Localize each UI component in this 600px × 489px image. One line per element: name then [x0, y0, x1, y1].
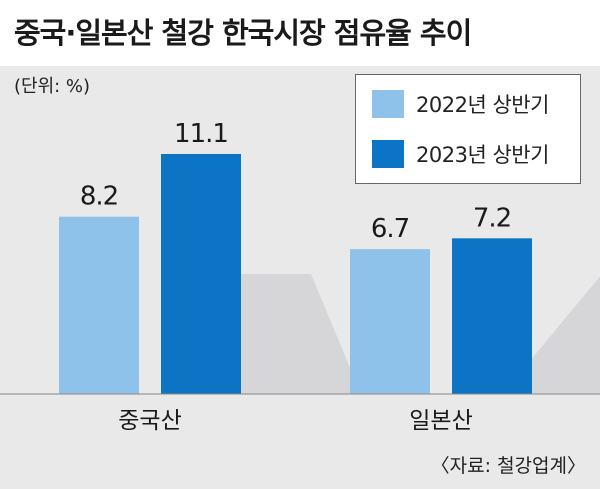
source-note: 〈자료: 철강업계〉: [430, 455, 586, 477]
category-label-1: 일본산: [409, 408, 472, 434]
bar-1-1: [452, 238, 532, 394]
data-label-0-1: 6.7: [371, 214, 409, 244]
bar-0-0: [59, 216, 139, 394]
bar-1-0: [161, 154, 241, 394]
bar-shadow-1: [532, 276, 600, 394]
bar-shadow-0: [241, 274, 361, 394]
legend-label-2023: 2023년 상반기: [416, 143, 549, 167]
data-label-1-0: 11.1: [174, 119, 228, 149]
legend-swatch-2022: [372, 90, 404, 118]
data-label-1-1: 7.2: [473, 203, 511, 233]
legend-item-2022: 2022년 상반기: [372, 89, 549, 119]
unit-label: (단위: %): [14, 76, 91, 97]
legend: 2022년 상반기 2023년 상반기: [355, 74, 581, 184]
legend-label-2022: 2022년 상반기: [416, 93, 549, 117]
category-label-0: 중국산: [118, 408, 181, 434]
chart-title: 중국·일본산 철강 한국시장 점유율 추이: [14, 16, 472, 50]
legend-item-2023: 2023년 상반기: [372, 139, 549, 169]
legend-swatch-2023: [372, 140, 404, 168]
data-label-0-0: 8.2: [80, 182, 118, 212]
bar-0-1: [350, 249, 430, 394]
